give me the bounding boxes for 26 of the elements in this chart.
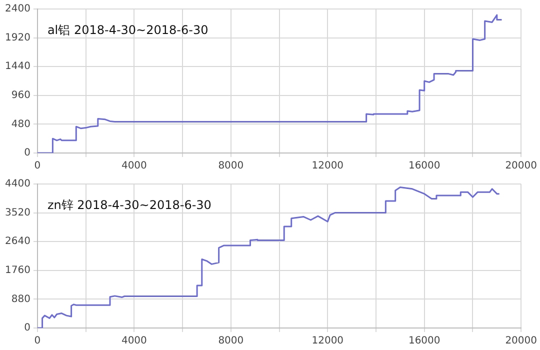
x-tick-label: 12000 [312, 160, 344, 172]
text: zn锌 2018-4-30~2018-6-30 [47, 198, 212, 212]
x-tick-label: 20000 [505, 160, 537, 172]
y-tick-label: 3520 [4, 207, 30, 218]
x-tick-label: 0 [34, 336, 41, 347]
x-tick-label: 8000 [218, 160, 244, 172]
y-tick-label: 960 [11, 90, 30, 101]
y-tick-label: 480 [11, 118, 30, 130]
y-tick-label: 4400 [4, 178, 30, 190]
x-tick-label: 16000 [408, 336, 440, 347]
y-tick-label: 0 [24, 322, 30, 334]
y-tick-label: 2400 [4, 4, 30, 15]
x-tick-label: 16000 [408, 160, 440, 172]
x-tick-label: 4000 [121, 336, 147, 347]
y-tick-label: 1440 [4, 61, 30, 72]
x-tick-label: 12000 [312, 336, 344, 347]
x-tick-label: 20000 [505, 336, 537, 347]
text: al铝 2018-4-30~2018-6-30 [47, 23, 208, 38]
y-tick-label: 1920 [4, 32, 30, 44]
y-tick-label: 880 [11, 294, 30, 305]
y-tick-label: 2640 [4, 236, 30, 248]
x-tick-label: 0 [34, 160, 41, 172]
x-tick-label: 4000 [121, 160, 147, 172]
y-tick-label: 1760 [4, 264, 30, 276]
y-tick-label: 0 [24, 148, 30, 159]
x-tick-label: 8000 [218, 336, 244, 347]
